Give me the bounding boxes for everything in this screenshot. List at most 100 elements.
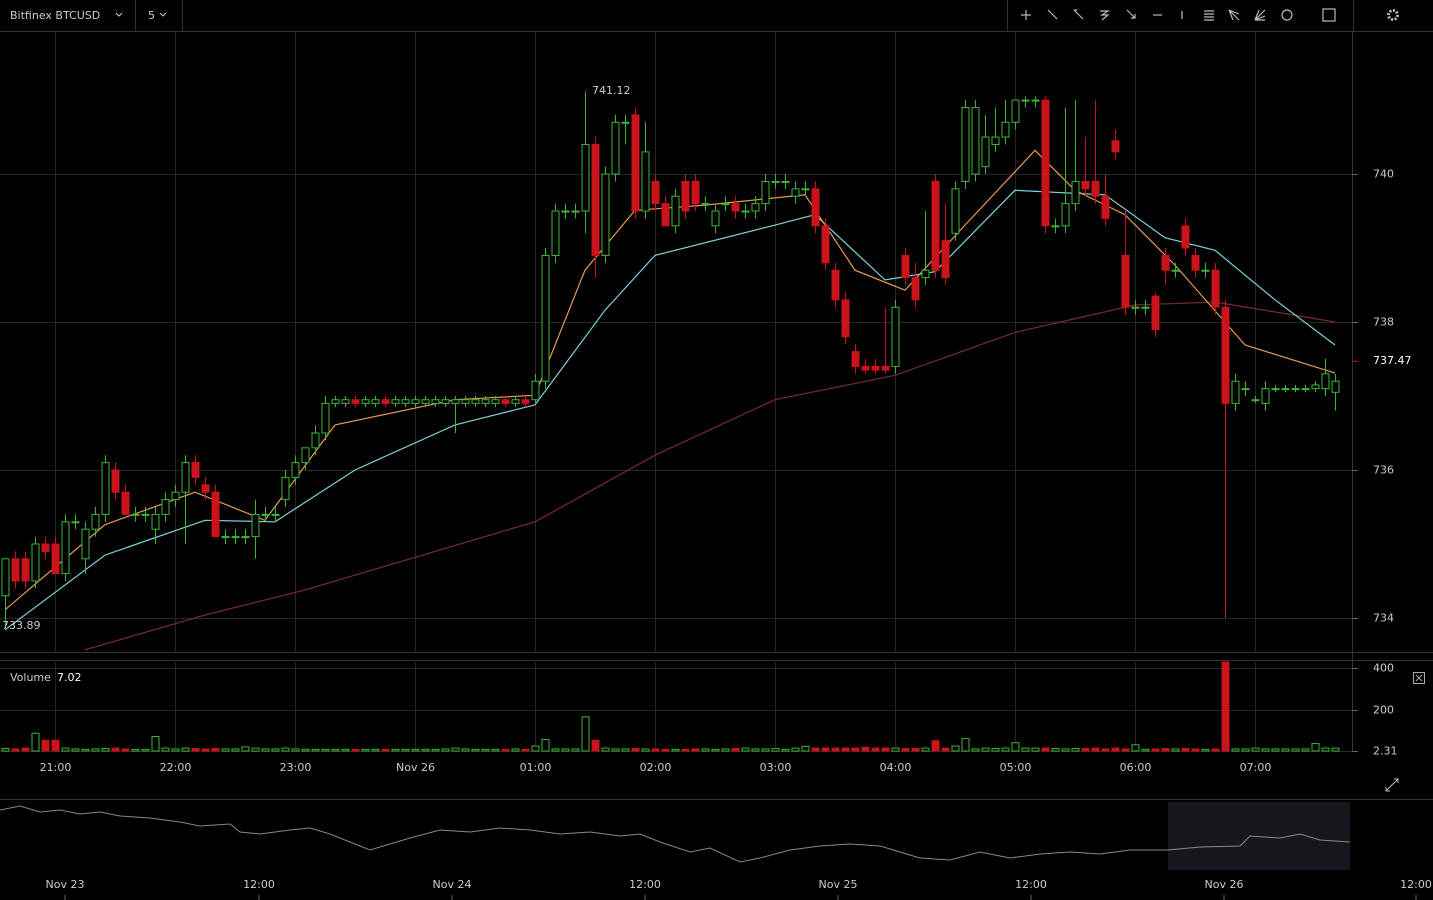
candle-body [281,476,290,501]
candle-body [1181,225,1190,249]
ray-tool[interactable] [1073,9,1084,20]
volume-bar [101,748,110,752]
volume-tick-label: 2.31 [1373,745,1398,758]
volume-bar [851,747,860,752]
volume-bar [681,748,690,752]
candle-body [21,558,30,582]
volume-bar [781,748,790,752]
candle-body [621,121,630,124]
gann-tool[interactable] [1254,9,1266,21]
candle-body [1021,99,1030,102]
candle-body [501,399,510,404]
pitchfork-tool[interactable] [1100,10,1110,21]
volume-bar [41,739,50,752]
candle-body [891,306,900,367]
candle-body [91,513,100,530]
candle-body [1211,269,1220,308]
candle-body [61,521,70,575]
candle-body [451,399,460,404]
volume-bar [621,748,630,752]
candle-body [321,402,330,434]
candle-body [1121,254,1130,308]
candle-body [901,254,910,279]
volume-bar [931,740,940,752]
volume-bar [1051,748,1060,752]
candle-body [481,399,490,404]
candle-body [121,491,130,515]
crosshair-tool[interactable] [1021,10,1031,20]
candle-body [1071,180,1080,205]
volume-bar [481,748,490,752]
candle-body [1061,203,1070,227]
candle-body [681,180,690,212]
candle-body [111,469,120,493]
volume-bar [1071,748,1080,752]
trendline-tool[interactable] [1047,9,1058,20]
candle-body [831,269,840,301]
candle-body [1101,195,1110,219]
candle-body [1231,380,1240,404]
volume-bar [501,748,510,752]
settings-button[interactable] [1387,9,1399,21]
volume-bar [1211,748,1220,752]
volume-bar [311,748,320,752]
volume-bar [921,747,930,752]
candle-body [1311,384,1320,390]
candle-body [141,513,150,516]
circle-tool[interactable] [1281,9,1293,21]
volume-tick-label: 200 [1373,704,1394,717]
candle-body [1001,121,1010,138]
volume-bar [771,748,780,752]
candle-body [361,399,370,404]
candle-body [661,203,670,227]
candle-body [1261,388,1270,404]
volume-bar [901,748,910,752]
candle-body [231,536,240,539]
volume-bar [911,748,920,752]
navigator-label: Nov 23 [46,878,85,891]
volume-bar [181,747,190,752]
fan-tool[interactable] [1228,9,1240,21]
fib-tool[interactable] [1204,10,1214,21]
volume-bar [651,748,660,752]
volume-bar [461,748,470,752]
volume-bar [401,748,410,752]
candle-body [821,225,830,264]
candle-body [1331,380,1340,393]
indicators-button[interactable] [1322,8,1336,22]
candle-body [791,188,800,197]
candle-body [1141,306,1150,309]
candle-body [81,528,90,560]
candle-body [471,399,480,404]
interval-selector[interactable]: 5 [148,9,167,22]
candle-body [1111,140,1120,153]
close-volume-button[interactable] [1413,672,1425,684]
volume-bar [71,748,80,752]
fullscreen-button[interactable] [1385,778,1399,792]
volume-bar [841,747,850,752]
volume-bar [1321,747,1330,752]
volume-bar [1061,748,1070,752]
candle-body [521,399,530,404]
candle-body [1291,388,1300,391]
candle-body [731,203,740,212]
x-tick-label: 04:00 [880,761,912,774]
candle-body [1171,269,1180,272]
candle-body [171,491,180,501]
volume-bar [671,748,680,752]
candle-body [801,188,810,191]
candle-body [1321,373,1330,390]
symbol-selector[interactable]: Bitfinex BTCUSD [10,9,123,22]
candle-body [431,399,440,404]
candle-body [781,180,790,183]
dropdown-arrow [115,12,123,17]
volume-bar [121,748,130,752]
volume-value: 7.02 [57,671,82,684]
candle-body [1,558,10,597]
arrow-tool[interactable] [1126,9,1136,19]
navigator-window[interactable] [1168,802,1350,870]
candle-body [931,180,940,271]
last-price-label: 737.47 [1373,354,1412,367]
